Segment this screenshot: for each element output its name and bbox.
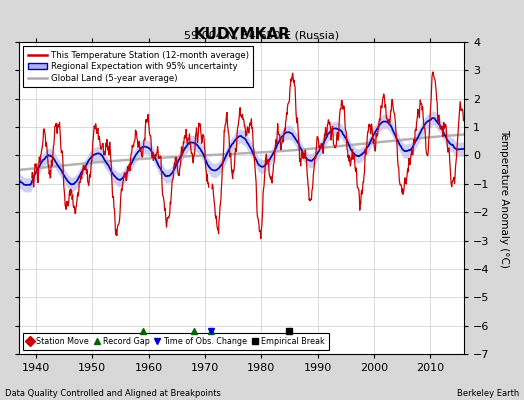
- Text: Data Quality Controlled and Aligned at Breakpoints: Data Quality Controlled and Aligned at B…: [5, 389, 221, 398]
- Y-axis label: Temperature Anomaly (°C): Temperature Anomaly (°C): [499, 128, 509, 268]
- Legend: Station Move, Record Gap, Time of Obs. Change, Empirical Break: Station Move, Record Gap, Time of Obs. C…: [23, 333, 329, 350]
- Title: KUDYMKAR: KUDYMKAR: [193, 27, 290, 42]
- Text: 59.004 N, 54.650 E (Russia): 59.004 N, 54.650 E (Russia): [184, 30, 340, 40]
- Text: Berkeley Earth: Berkeley Earth: [456, 389, 519, 398]
